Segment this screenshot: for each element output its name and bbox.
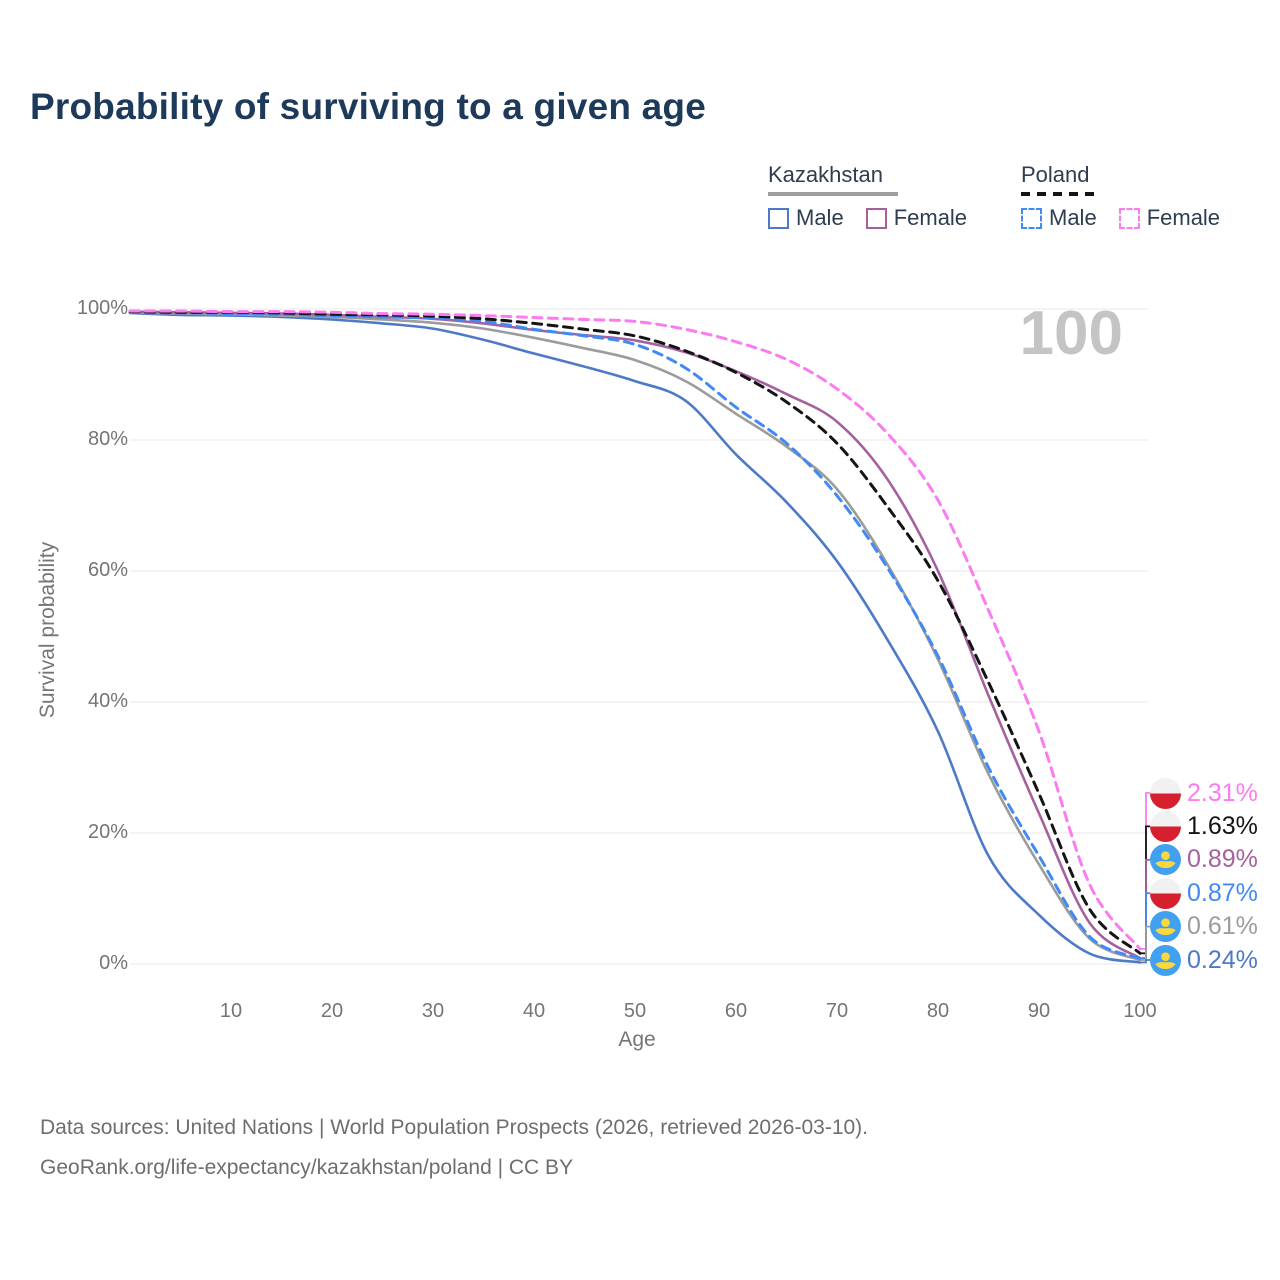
legend-item-poland-female[interactable]: Female bbox=[1118, 205, 1221, 231]
end-label-poland-male: 0.87% bbox=[1150, 877, 1258, 909]
end-label-connector-poland-female bbox=[1140, 792, 1150, 950]
y-tick-80%: 80% bbox=[87, 428, 128, 450]
end-label-connector-poland-all bbox=[1140, 825, 1150, 955]
kazakhstan-flag-icon bbox=[1150, 911, 1181, 943]
end-label-kazakhstan-male: 0.24% bbox=[1150, 944, 1258, 976]
end-label-value: 2.31% bbox=[1187, 778, 1258, 807]
series-line-poland-all[interactable] bbox=[128, 310, 1142, 955]
poland-flag-icon bbox=[1150, 777, 1181, 809]
legend-items: Male Female bbox=[768, 205, 967, 231]
series-line-kazakhstan-female[interactable] bbox=[128, 310, 1142, 960]
legend-item-label: Male bbox=[796, 205, 844, 230]
y-tick-60%: 60% bbox=[87, 559, 128, 581]
legend-item-label: Male bbox=[1049, 205, 1097, 230]
series-line-poland-female[interactable] bbox=[128, 309, 1142, 951]
end-label-value: 0.24% bbox=[1187, 945, 1258, 974]
legend-swatch-male bbox=[768, 207, 789, 229]
legend-group-kazakhstan: Kazakhstan Male Female bbox=[768, 162, 967, 231]
y-tick-20%: 20% bbox=[87, 821, 128, 843]
legend-group-poland: Poland Male Female bbox=[1021, 162, 1220, 231]
end-label-connector-kazakhstan-female bbox=[1140, 858, 1150, 960]
page-title: Probability of surviving to a given age bbox=[30, 86, 706, 127]
end-label-poland-all: 1.63% bbox=[1150, 810, 1258, 842]
end-label-value: 0.61% bbox=[1187, 912, 1258, 941]
footer: Data sources: United Nations | World Pop… bbox=[40, 1108, 868, 1188]
x-tick-70: 70 bbox=[825, 1000, 849, 1022]
legend-swatch-female bbox=[865, 207, 887, 229]
x-tick-10: 10 bbox=[219, 1000, 243, 1022]
series-line-kazakhstan-male[interactable] bbox=[128, 311, 1142, 964]
legend-item-kazakhstan-male[interactable]: Male bbox=[768, 205, 844, 231]
footer-attribution-line: GeoRank.org/life-expectancy/kazakhstan/p… bbox=[40, 1156, 574, 1179]
series-line-poland-male[interactable] bbox=[128, 310, 1142, 960]
y-tick-40%: 40% bbox=[87, 690, 128, 712]
end-label-value: 1.63% bbox=[1187, 811, 1258, 840]
legend-line-style-sample bbox=[1021, 192, 1100, 196]
x-tick-90: 90 bbox=[1027, 1000, 1051, 1022]
x-tick-100: 100 bbox=[1123, 1000, 1157, 1022]
end-label-value: 0.89% bbox=[1187, 845, 1258, 874]
end-label-poland-female: 2.31% bbox=[1150, 777, 1258, 809]
end-label-kazakhstan-all: 0.61% bbox=[1150, 911, 1258, 943]
poland-flag-icon bbox=[1150, 810, 1181, 842]
footer-sources-line: Data sources: United Nations | World Pop… bbox=[40, 1116, 869, 1139]
end-label-value: 0.87% bbox=[1187, 878, 1258, 907]
legend-items: Male Female bbox=[1021, 205, 1220, 231]
y-tick-0%: 0% bbox=[99, 952, 128, 974]
legend-swatch-female bbox=[1118, 207, 1140, 229]
legend-item-poland-male[interactable]: Male bbox=[1021, 205, 1097, 231]
end-label-connector-kazakhstan-all bbox=[1140, 925, 1150, 961]
series-line-kazakhstan-all[interactable] bbox=[128, 311, 1142, 962]
x-axis-title: Age bbox=[618, 1028, 656, 1051]
end-label-connector-kazakhstan-male bbox=[1140, 959, 1150, 964]
legend-item-kazakhstan-female[interactable]: Female bbox=[865, 205, 968, 231]
x-tick-30: 30 bbox=[421, 1000, 445, 1022]
legend-group-title: Poland bbox=[1021, 162, 1090, 187]
y-tick-100%: 100% bbox=[76, 297, 128, 319]
age-counter-watermark: 100 bbox=[1019, 299, 1123, 368]
x-tick-50: 50 bbox=[623, 1000, 647, 1022]
x-tick-80: 80 bbox=[926, 1000, 950, 1022]
legend-item-label: Female bbox=[893, 205, 968, 230]
legend-item-label: Female bbox=[1146, 205, 1221, 230]
kazakhstan-flag-icon bbox=[1150, 844, 1181, 876]
y-axis-title: Survival probability bbox=[36, 541, 59, 719]
x-tick-20: 20 bbox=[320, 1000, 344, 1022]
end-label-kazakhstan-female: 0.89% bbox=[1150, 844, 1258, 876]
legend-line-style-sample bbox=[768, 192, 898, 196]
legend-swatch-male bbox=[1021, 207, 1042, 229]
x-tick-60: 60 bbox=[724, 1000, 748, 1022]
x-tick-40: 40 bbox=[522, 1000, 546, 1022]
legend-group-title: Kazakhstan bbox=[768, 162, 883, 187]
kazakhstan-flag-icon bbox=[1150, 944, 1181, 976]
poland-flag-icon bbox=[1150, 877, 1181, 909]
